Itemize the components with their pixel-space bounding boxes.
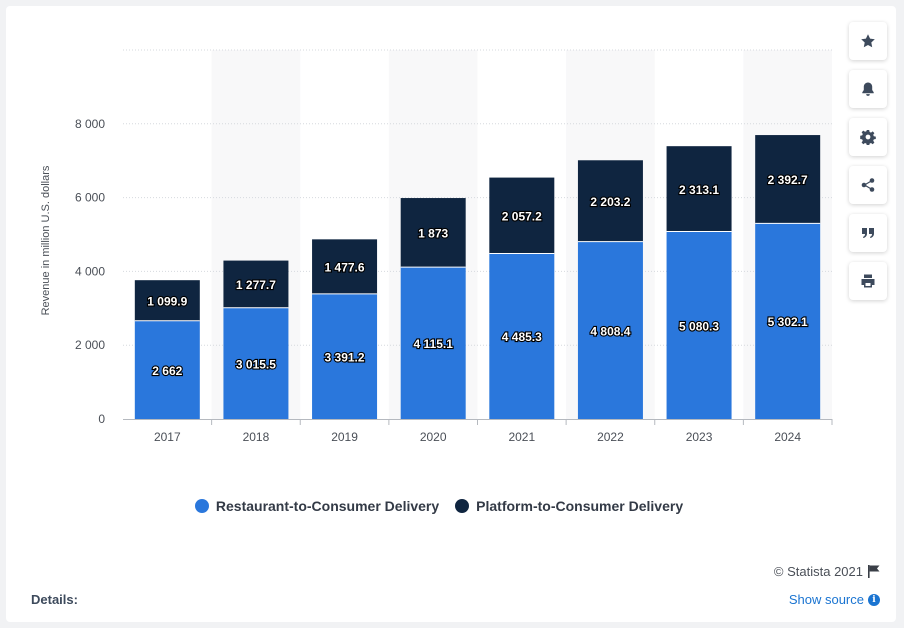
y-axis-title: Revenue in million U.S. dollars — [40, 165, 52, 315]
flag-icon[interactable] — [868, 565, 880, 578]
bar-platform[interactable] — [755, 135, 821, 224]
x-tick-label: 2020 — [420, 430, 447, 444]
cite-button[interactable] — [849, 214, 887, 252]
y-tick-label: 4 000 — [75, 264, 105, 278]
bar-platform[interactable] — [666, 146, 732, 232]
chart-legend: Restaurant-to-Consumer Delivery Platform… — [6, 498, 872, 514]
y-tick-label: 6 000 — [75, 191, 105, 205]
share-icon — [861, 178, 875, 192]
legend-label-platform: Platform-to-Consumer Delivery — [476, 498, 684, 514]
legend-swatch-restaurant — [194, 499, 209, 513]
data-label-platform: 1 873 — [418, 227, 448, 241]
bell-icon — [862, 82, 874, 96]
x-tick-label: 2019 — [331, 430, 358, 444]
bar-restaurant[interactable] — [755, 223, 821, 419]
star-icon — [861, 34, 875, 48]
chart-toolbar — [849, 22, 889, 310]
show-source-link[interactable]: Show source i — [789, 592, 880, 607]
x-tick-label: 2023 — [686, 430, 713, 444]
stacked-bar-chart: 0 2 000 4 000 6 000 8 000 Revenue in million … — [40, 49, 833, 444]
y-tick-label: 8 000 — [75, 117, 105, 131]
bar-restaurant[interactable] — [312, 293, 378, 419]
favorite-button[interactable] — [849, 22, 887, 60]
bar-restaurant[interactable] — [489, 253, 555, 419]
data-label-restaurant: 4 115.1 — [414, 337, 454, 351]
bar-restaurant[interactable] — [666, 231, 732, 419]
show-source-label: Show source — [788, 592, 864, 607]
data-label-restaurant: 5 080.3 — [679, 319, 719, 333]
bar-restaurant[interactable] — [577, 241, 643, 419]
data-label-restaurant: 3 015.5 — [236, 357, 276, 371]
info-icon: i — [868, 593, 880, 606]
print-button[interactable] — [849, 262, 887, 300]
x-tick-label: 2018 — [243, 430, 270, 444]
data-label-restaurant: 5 302.1 — [768, 315, 808, 329]
legend-label-restaurant: Restaurant-to-Consumer Delivery — [215, 498, 440, 514]
bar-platform[interactable] — [577, 160, 643, 242]
data-label-platform: 1 477.6 — [325, 261, 365, 275]
legend-swatch-platform — [455, 499, 470, 513]
copyright-text: © Statista 2021 — [773, 564, 863, 579]
y-tick-label: 0 — [98, 412, 105, 426]
notification-button[interactable] — [849, 70, 887, 108]
data-label-restaurant: 3 391.2 — [325, 350, 365, 364]
x-tick-label: 2024 — [774, 430, 801, 444]
details-label[interactable]: Details: — [31, 592, 78, 607]
quote-icon — [862, 228, 874, 238]
bar-platform[interactable] — [400, 198, 466, 268]
bar-platform[interactable] — [134, 280, 200, 321]
x-tick-label: 2017 — [154, 430, 181, 444]
data-label-platform: 1 277.7 — [236, 278, 276, 292]
data-label-platform: 2 313.1 — [679, 183, 719, 197]
x-tick-label: 2022 — [597, 430, 624, 444]
chart-card: 0 2 000 4 000 6 000 8 000 Revenue in million … — [6, 6, 896, 622]
print-icon — [861, 274, 875, 288]
gear-icon — [860, 130, 876, 145]
legend-item-platform[interactable]: Platform-to-Consumer Delivery — [455, 498, 683, 514]
bar-platform[interactable] — [489, 177, 555, 254]
data-label-platform: 2 203.2 — [590, 195, 630, 209]
bar-platform[interactable] — [223, 260, 289, 308]
data-label-platform: 1 099.9 — [147, 294, 187, 308]
legend-item-restaurant[interactable]: Restaurant-to-Consumer Delivery — [194, 498, 440, 514]
data-label-restaurant: 4 808.4 — [590, 324, 630, 338]
y-tick-label: 2 000 — [75, 338, 105, 352]
data-label-platform: 2 057.2 — [502, 210, 542, 224]
bar-restaurant[interactable] — [223, 307, 289, 419]
bar-restaurant[interactable] — [134, 320, 200, 419]
data-label-platform: 2 392.7 — [768, 173, 808, 187]
x-tick-label: 2021 — [508, 430, 535, 444]
copyright-notice: © Statista 2021 — [774, 564, 880, 579]
bar-restaurant[interactable] — [400, 267, 466, 419]
bar-platform[interactable] — [312, 239, 378, 294]
share-button[interactable] — [849, 166, 887, 204]
data-label-restaurant: 4 485.3 — [502, 330, 542, 344]
settings-button[interactable] — [849, 118, 887, 156]
data-label-restaurant: 2 662 — [152, 364, 182, 378]
